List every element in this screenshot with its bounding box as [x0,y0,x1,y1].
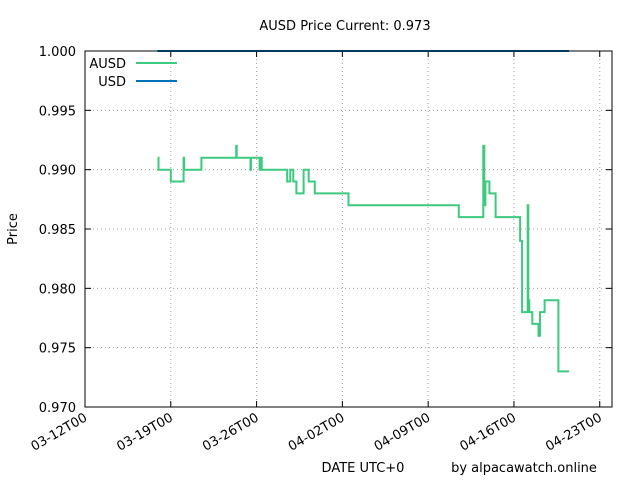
series-line-ausd [157,144,570,373]
y-tick-label: 0.975 [39,342,76,357]
y-tick-label: 0.980 [39,282,76,297]
x-axis-ticks: 03-12T00 03-19T00 03-26T00 04-02T00 04-09T00… [29,51,605,455]
legend-label-usd: USD [98,75,126,90]
x-tick-label: 04-16T00 [458,410,519,454]
x-tick-label: 03-19T00 [114,410,175,454]
x-tick-label: 04-23T00 [543,410,604,454]
y-tick-label: 0.970 [39,401,76,416]
credit-text: by alpacawatch.online [451,461,597,476]
chart-title: AUSD Price Current: 0.973 [259,19,430,34]
plot-frame [84,50,613,408]
x-tick-label: 04-09T00 [372,410,433,454]
y-tick-label: 1.000 [39,45,76,60]
y-tick-label: 0.995 [39,104,76,119]
x-axis-label: DATE UTC+0 [322,461,405,476]
y-axis-ticks: 0.970 0.975 0.980 0.985 0.990 0.995 1.000 [39,45,612,416]
x-tick-label: 03-12T00 [29,410,90,454]
x-tick-label: 03-26T00 [200,410,261,454]
y-tick-label: 0.985 [39,223,76,238]
legend-label-ausd: AUSD [89,57,126,72]
y-axis-label: Price [6,213,21,245]
series-lines [157,50,570,373]
x-tick-label: 04-02T00 [286,410,347,454]
y-tick-label: 0.990 [39,164,76,179]
legend: AUSD USD [89,57,177,90]
grid-lines [85,51,612,407]
